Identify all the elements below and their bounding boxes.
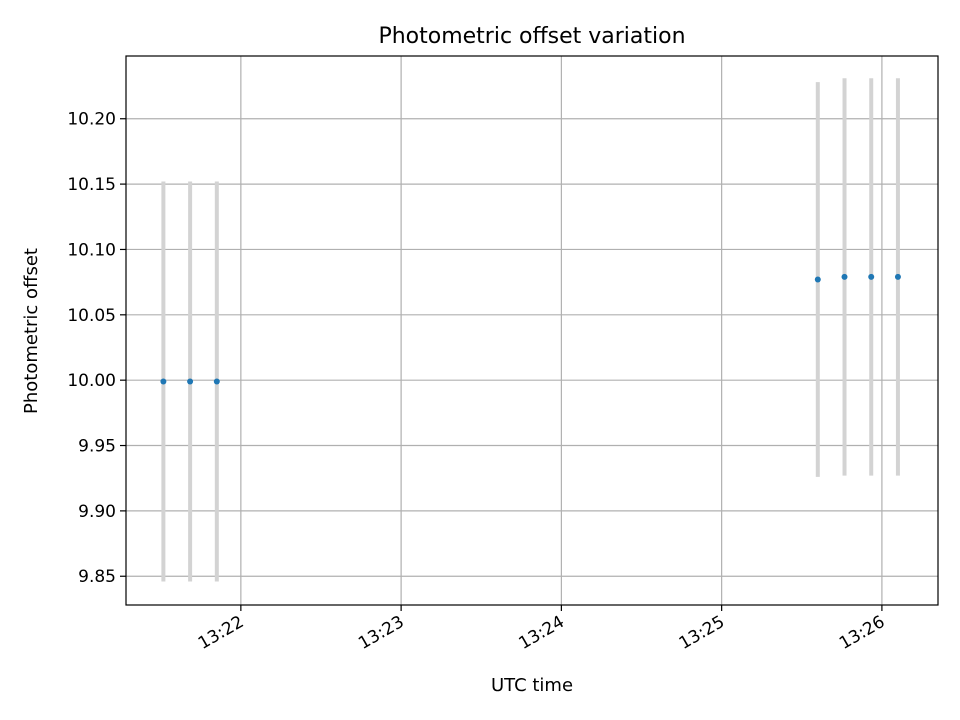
data-markers bbox=[160, 273, 901, 385]
data-point bbox=[894, 273, 901, 280]
y-tick-label: 10.10 bbox=[67, 240, 116, 260]
y-tick-label: 10.15 bbox=[67, 175, 116, 195]
grid bbox=[126, 56, 938, 605]
x-axis-label: UTC time bbox=[491, 675, 573, 696]
y-tick-label: 10.20 bbox=[67, 110, 116, 130]
data-point bbox=[160, 378, 167, 385]
data-point bbox=[841, 273, 848, 280]
y-axis-label: Photometric offset bbox=[21, 248, 42, 414]
data-point bbox=[814, 276, 821, 283]
y-tick-label: 9.90 bbox=[78, 502, 116, 522]
y-tick-label: 10.05 bbox=[67, 306, 116, 326]
chart-title: Photometric offset variation bbox=[378, 24, 685, 49]
y-tick-label: 9.85 bbox=[78, 567, 116, 587]
data-point bbox=[187, 378, 194, 385]
y-tick-label: 10.00 bbox=[67, 371, 116, 391]
data-point bbox=[213, 378, 220, 385]
y-tick-label: 9.95 bbox=[78, 437, 116, 457]
axes-frame bbox=[125, 55, 939, 606]
data-point bbox=[868, 273, 875, 280]
